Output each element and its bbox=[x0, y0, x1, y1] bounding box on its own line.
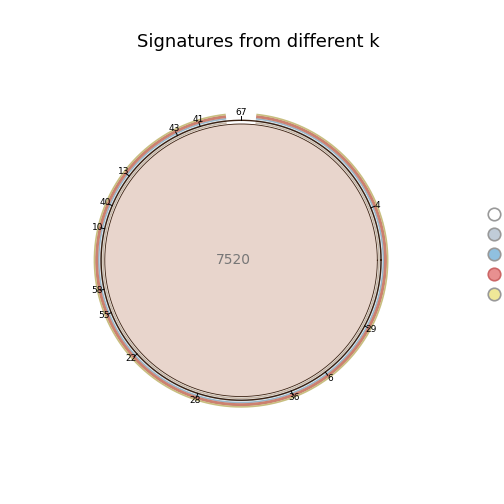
Text: 40: 40 bbox=[100, 198, 111, 207]
Text: 6: 6 bbox=[327, 373, 333, 383]
Text: 13: 13 bbox=[117, 167, 129, 176]
Text: 55: 55 bbox=[99, 311, 110, 320]
Text: 10: 10 bbox=[92, 223, 103, 232]
Text: 22: 22 bbox=[126, 354, 137, 363]
Text: 36: 36 bbox=[288, 394, 300, 403]
Legend: 2-group, 3-group, 4-group, 5-group, 6-group: 2-group, 3-group, 4-group, 5-group, 6-gr… bbox=[478, 203, 504, 306]
Text: 28: 28 bbox=[190, 396, 201, 405]
Text: 4: 4 bbox=[375, 201, 381, 210]
Title: Signatures from different k: Signatures from different k bbox=[137, 33, 380, 50]
Text: 58: 58 bbox=[91, 286, 102, 295]
Text: 43: 43 bbox=[168, 124, 180, 134]
Text: 41: 41 bbox=[192, 115, 204, 124]
Text: 29: 29 bbox=[365, 325, 377, 334]
Text: 7520: 7520 bbox=[216, 254, 251, 267]
Circle shape bbox=[104, 123, 377, 397]
Text: 67: 67 bbox=[235, 108, 247, 117]
